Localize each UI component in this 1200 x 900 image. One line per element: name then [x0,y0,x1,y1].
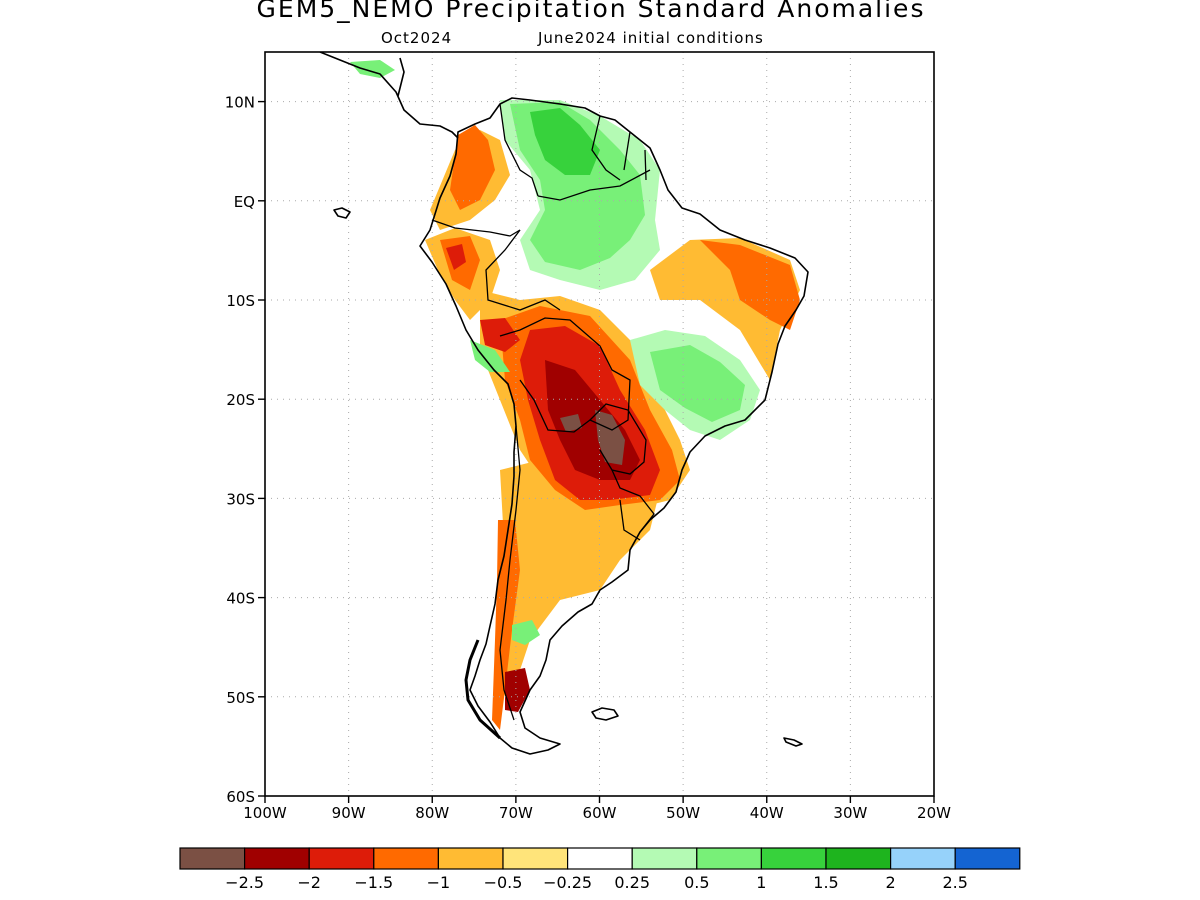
lon-label: 20W [917,804,951,822]
colorbar-swatch [696,847,762,870]
colorbar-swatch [825,847,892,870]
colorbar-label: −1.5 [354,873,393,892]
colorbar-swatch [308,847,375,870]
map-title: GEM5_NEMO Precipitation Standard Anomali… [256,0,926,23]
country-borders [431,103,655,721]
colorbar-label: 0.25 [614,873,650,892]
lon-label: 90W [332,804,366,822]
mod-dry-chile [492,520,520,730]
border-colombia-venezuela [499,103,539,197]
dry-argentina [498,460,660,700]
lat-label: 10S [226,292,255,310]
severe-dry-patagonia [505,668,530,712]
anomaly-fields [350,60,808,738]
colorbar-label: 0.5 [684,873,709,892]
border-argentina-brazil-uruguay [611,469,655,541]
lon-label: 60W [583,804,617,822]
colorbar-swatch [954,847,1021,870]
lat-label: 60S [226,788,255,806]
initial-conditions: June2024 initial conditions [538,29,764,47]
strong-dry-peru [480,318,520,352]
colorbar: −2.5 −2 −1.5 −1 −0.5 −0.25 0.25 0.5 1 1.5 2 2.5 [179,847,1021,892]
border-chile-argentina [499,425,521,721]
chile-archipelago [464,639,502,740]
lat-label: 20S [226,391,255,409]
colorbar-swatch [889,847,956,870]
wet-peru-coast [470,340,510,372]
colorbar-label: −0.5 [484,873,523,892]
colorbar-label: 1 [756,873,766,892]
colorbar-label: −2 [297,873,321,892]
border-paraguay [589,403,647,475]
falkland-islands [591,707,619,721]
wet-central-brazil-core [650,345,745,422]
south-america-coastline [419,97,809,755]
central-america-coast [319,52,459,139]
map-frame [264,51,935,797]
border-colombia-ecuador-peru [431,219,521,237]
mod-dry-ne-brazil [700,240,800,330]
lat-label: 50S [226,689,255,707]
border-guianas [591,115,647,181]
border-peru-brazil [485,229,561,311]
lat-label: EQ [234,193,255,211]
colorbar-label: −1 [427,873,451,892]
colorbar-label: 2 [886,873,896,892]
galapagos [333,207,351,219]
colorbar-label: −2.5 [225,873,264,892]
wet-central-america [350,60,395,78]
south-georgia [783,737,803,747]
border-brazil-north [537,169,651,201]
colorbar-swatch [502,847,569,870]
forecast-month: Oct2024 [381,29,453,47]
lat-label: 10N [225,94,255,112]
colorbar-swatch [760,847,827,870]
wet-patagonia [512,620,540,645]
lon-label: 100W [243,804,287,822]
lat-label: 40S [226,590,255,608]
colorbar-swatch [373,847,439,870]
colorbar-swatch [179,847,246,870]
lon-label: 50W [666,804,700,822]
extreme-dry-paraguay [595,410,625,465]
lon-label: 80W [415,804,449,822]
colorbar-label: −0.25 [543,873,592,892]
lon-label: 70W [499,804,533,822]
colorbar-label: 1.5 [813,873,838,892]
lat-label: 30S [226,490,255,508]
mod-dry-colombia [450,125,495,210]
colorbar-swatch [631,847,698,870]
colorbar-swatch [437,847,504,870]
extreme-dry-bolivia [560,414,582,432]
lon-label: 40W [750,804,784,822]
coastlines [319,52,809,755]
colorbar-swatch [244,847,310,870]
strong-dry-ecuador [446,244,466,270]
wet-guiana-core [530,108,600,175]
border-bolivia [499,317,631,433]
lon-label: 30W [833,804,867,822]
colorbar-label: 2.5 [942,873,967,892]
colorbar-swatch [566,847,633,870]
